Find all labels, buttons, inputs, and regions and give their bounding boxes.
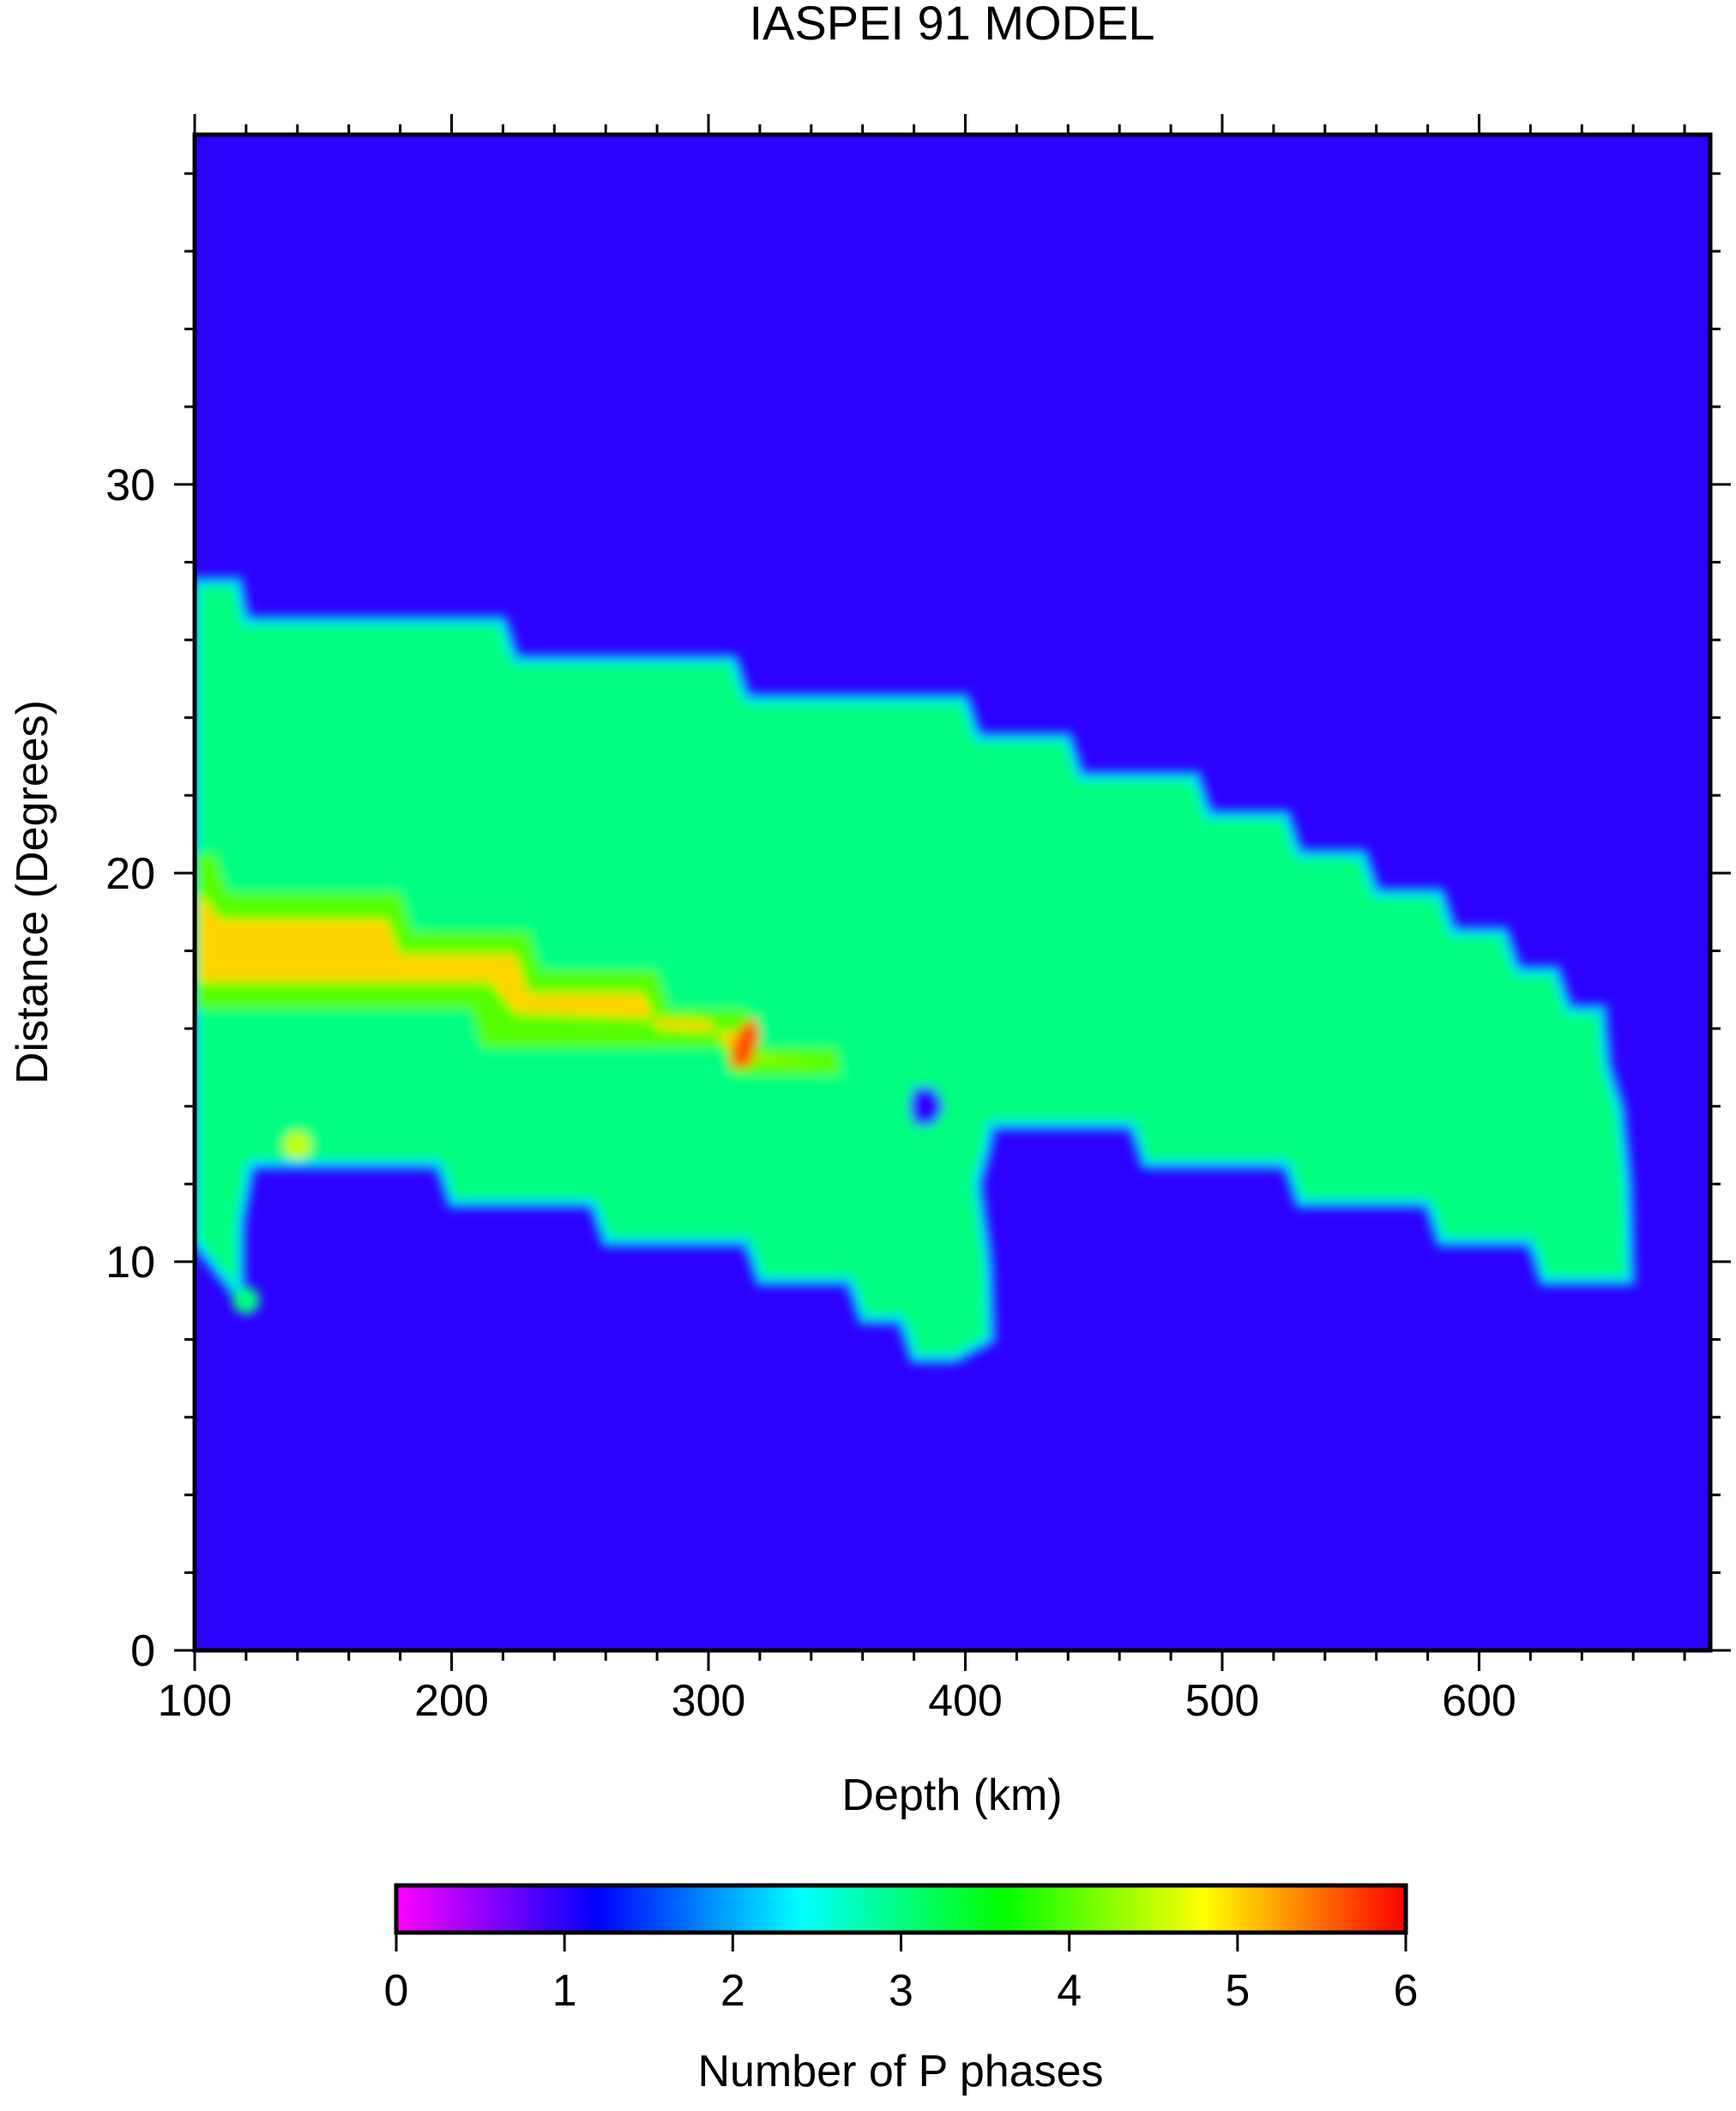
- x-tick-label: 100: [158, 1676, 232, 1726]
- colorbar-tick-label: 6: [1394, 1966, 1419, 2016]
- colorbar-tick-label: 2: [720, 1966, 745, 2016]
- colorbar-tick-label: 3: [889, 1966, 913, 2016]
- three-phase-region: [195, 577, 1636, 1364]
- colorbar-gradient: [394, 1883, 1408, 1935]
- y-axis-label: Distance (Degrees): [8, 700, 57, 1084]
- x-axis-label: Depth (km): [841, 1770, 1062, 1820]
- y-tick-label: 0: [130, 1626, 155, 1676]
- colorbar: 0 1 2 3 4 5 6 Number of P phases: [384, 1883, 1419, 2096]
- colorbar-label: Number of P phases: [697, 2047, 1103, 2096]
- isolated-spot-4.5: [283, 1131, 311, 1159]
- two-phase-hole: [908, 1087, 945, 1126]
- colorbar-tick-label: 0: [384, 1966, 409, 2016]
- colorbar-tick-label: 4: [1057, 1966, 1082, 2016]
- heatmap-regions: [195, 577, 1636, 1364]
- y-tick-label: 10: [105, 1238, 155, 1288]
- chart-title: IASPEI 91 MODEL: [749, 0, 1154, 50]
- isolated-spot-3: [232, 1287, 260, 1315]
- x-tick-label: 600: [1442, 1676, 1516, 1726]
- colorbar-ticks: 0 1 2 3 4 5 6: [384, 1933, 1419, 2016]
- y-axis: 0 10 20 30: [105, 172, 1731, 1676]
- x-tick-label: 300: [672, 1676, 746, 1726]
- x-tick-label: 200: [414, 1676, 489, 1726]
- five-phase-core: [200, 892, 824, 1064]
- plot-frame: [192, 132, 1713, 1653]
- colorbar-tick-label: 5: [1225, 1966, 1250, 2016]
- colorbar-tick-label: 1: [552, 1966, 577, 2016]
- y-tick-label: 30: [105, 461, 155, 510]
- x-tick-label: 500: [1185, 1676, 1260, 1726]
- y-tick-label: 20: [105, 849, 155, 899]
- six-phase-spot: [731, 1016, 760, 1068]
- x-axis: 100 200 300 400 500 600: [158, 114, 1686, 1726]
- x-tick-label: 400: [928, 1676, 1003, 1726]
- plot-area: [195, 135, 1710, 1650]
